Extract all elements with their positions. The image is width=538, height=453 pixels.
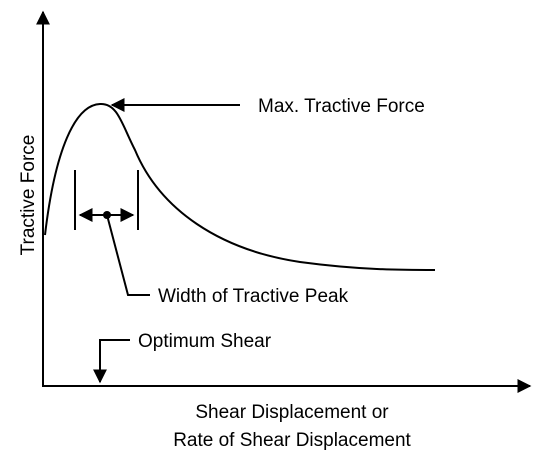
x-label-1: Shear Displacement or <box>195 402 389 423</box>
curve <box>44 102 436 271</box>
y-label: Tractive Force <box>18 135 39 256</box>
optimum-label: Optimum Shear <box>138 331 272 352</box>
peak-label: Max. Tractive Force <box>258 96 425 117</box>
width-label: Width of Tractive Peak <box>158 286 349 307</box>
x-label-2: Rate of Shear Displacement <box>173 430 411 451</box>
width-leader <box>106 214 150 296</box>
optimum-arrow <box>93 339 130 384</box>
